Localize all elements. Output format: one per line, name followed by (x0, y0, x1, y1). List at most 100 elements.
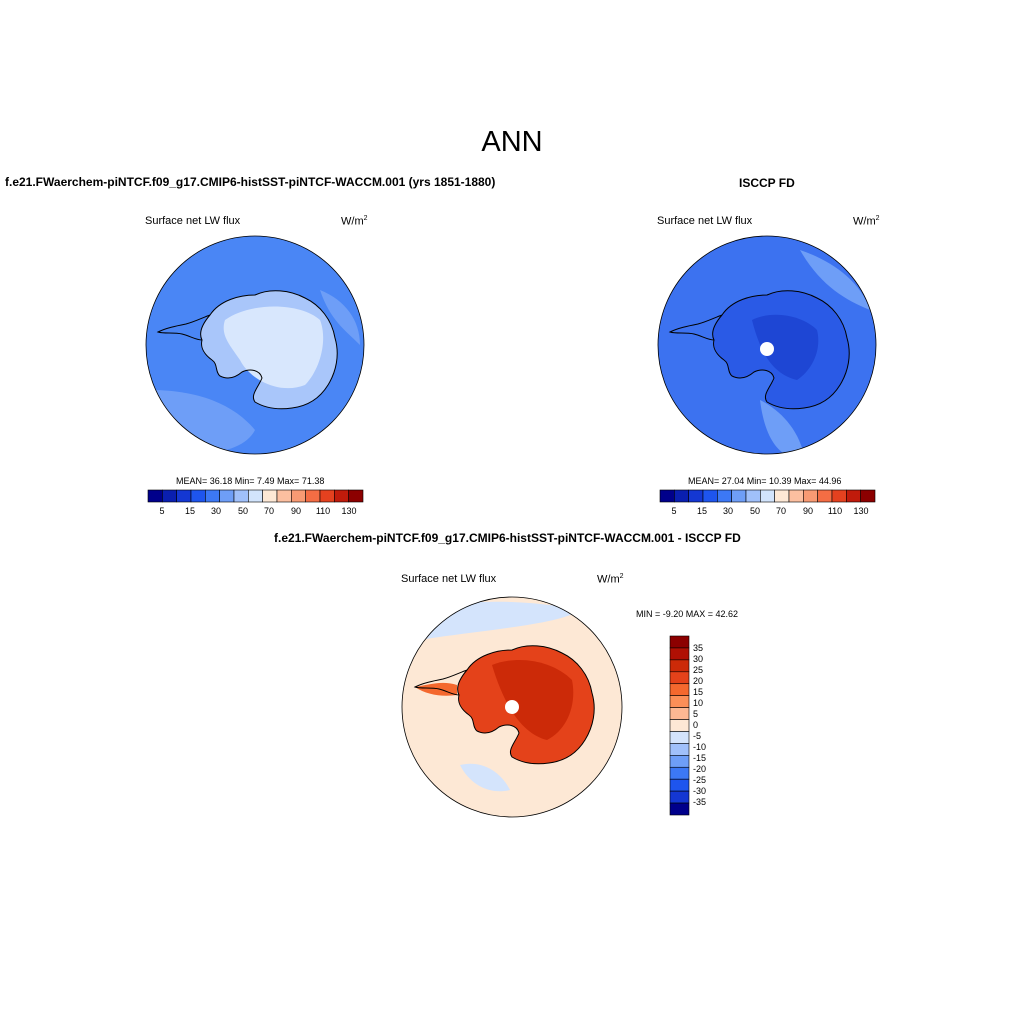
colorbar-cell (717, 489, 732, 503)
colorbar-cell (190, 489, 206, 503)
panel1-case-title: f.e21.FWaerchem-piNTCF.f09_g17.CMIP6-his… (5, 175, 496, 189)
colorbar-tick-label: 90 (802, 506, 814, 516)
land-region (752, 314, 819, 380)
colorbar-cell (659, 489, 675, 503)
ocean-region (760, 400, 805, 454)
legend-label: 5 (693, 709, 699, 719)
legend-label: -20 (693, 764, 707, 774)
legend-cell (669, 635, 690, 649)
legend-cell (669, 731, 690, 744)
legend-cell (669, 707, 690, 720)
colorbar-cell (803, 489, 818, 503)
legend-label: -25 (693, 775, 707, 785)
legend-label: -30 (693, 786, 707, 796)
colorbar-tick-label: 90 (290, 506, 302, 516)
map-border (657, 235, 877, 455)
legend-cell (669, 671, 690, 685)
colorbar-tick-label: 70 (775, 506, 787, 516)
panel1-variable-label: Surface net LW flux (145, 215, 241, 227)
colorbar-cell (162, 489, 177, 503)
colorbar-tick-label: 110 (827, 506, 843, 516)
legend-cell (669, 766, 690, 780)
map-border (401, 596, 623, 818)
colorbar-cell (674, 489, 689, 503)
panel2-stats: MEAN= 27.04 Min= 10.39 Max= 44.96 (688, 476, 842, 486)
colorbar-tick-label: 5 (159, 506, 165, 516)
panel2-colorbar (659, 489, 876, 503)
panel1-units-label: W/m2 (341, 215, 368, 228)
ocean-region (460, 763, 510, 792)
colorbar-tick-label: 110 (315, 506, 331, 516)
land-region (223, 306, 324, 389)
legend-cell (669, 755, 690, 768)
ocean-region (420, 601, 580, 640)
colorbar-cell (319, 489, 335, 503)
colorbar-cell (291, 489, 306, 503)
legend-cell (669, 647, 690, 661)
colorbar-tick-label: 30 (210, 506, 222, 516)
panel3-stats: MIN = -9.20 MAX = 42.62 (636, 609, 739, 619)
colorbar-cell (276, 489, 292, 503)
colorbar-cell (219, 489, 235, 503)
legend-label: 15 (693, 687, 704, 697)
colorbar-cell (262, 489, 278, 503)
legend-cell (669, 778, 690, 792)
colorbar-tick-label: 50 (237, 506, 249, 516)
colorbar-cell (348, 489, 364, 503)
panel2-colorbar-ticks: 5 15 30 50 70 90 110 130 (0, 506, 1024, 520)
colorbar-tick-label: 15 (696, 506, 708, 516)
colorbar-cell (233, 489, 249, 503)
colorbar-tick-label: 50 (749, 506, 761, 516)
colorbar-tick-label: 30 (722, 506, 734, 516)
panel3-variable-label: Surface net LW flux (401, 573, 497, 585)
legend-label: 10 (693, 698, 704, 708)
colorbar-tick-label: 70 (263, 506, 275, 516)
legend-cell (669, 695, 690, 708)
panel1-stats: MEAN= 36.18 Min= 7.49 Max= 71.38 (176, 476, 325, 486)
legend-label: 0 (693, 720, 699, 730)
panel3-units-label: W/m2 (597, 573, 624, 586)
colorbar-cell (831, 489, 847, 503)
panel3-case-title: f.e21.FWaerchem-piNTCF.f09_g17.CMIP6-his… (274, 531, 741, 545)
colorbar-cell (788, 489, 804, 503)
legend-label: -5 (693, 731, 702, 741)
panel3-legend-bar (669, 635, 690, 816)
colorbar-tick-label: 15 (184, 506, 196, 516)
colorbar-cell (702, 489, 718, 503)
pole-hole (505, 700, 519, 714)
panel3-legend-labels: 35 30 25 20 15 10 5 0 -5 -10 -15 -20 -25… (693, 643, 723, 813)
map-border (145, 235, 365, 455)
panel1-map (145, 235, 365, 455)
panel3-map (401, 596, 623, 818)
colorbar-cell (760, 489, 775, 503)
colorbar-cell (334, 489, 349, 503)
legend-cell (669, 659, 690, 673)
colorbar-cell (176, 489, 192, 503)
legend-label: -35 (693, 797, 707, 807)
legend-cell (669, 802, 690, 816)
legend-label: 25 (693, 665, 704, 675)
panel2-map (657, 235, 877, 455)
ocean-region (800, 250, 870, 310)
colorbar-tick-label: 5 (671, 506, 677, 516)
legend-cell (669, 719, 690, 732)
colorbar-cell (147, 489, 163, 503)
colorbar-cell (731, 489, 747, 503)
colorbar-cell (774, 489, 790, 503)
legend-cell (669, 790, 690, 804)
panel2-units-label: W/m2 (853, 215, 880, 228)
ocean-region (320, 290, 360, 345)
legend-label: -10 (693, 742, 707, 752)
legend-cell (669, 683, 690, 696)
land-region (415, 682, 457, 696)
colorbar-cell (205, 489, 220, 503)
panel1-colorbar (147, 489, 364, 503)
legend-label: 20 (693, 676, 704, 686)
colorbar-cell (305, 489, 321, 503)
pole-hole (760, 342, 774, 356)
land-region (492, 660, 574, 740)
colorbar-cell (860, 489, 876, 503)
colorbar-tick-label: 130 (341, 506, 357, 516)
colorbar-cell (688, 489, 704, 503)
